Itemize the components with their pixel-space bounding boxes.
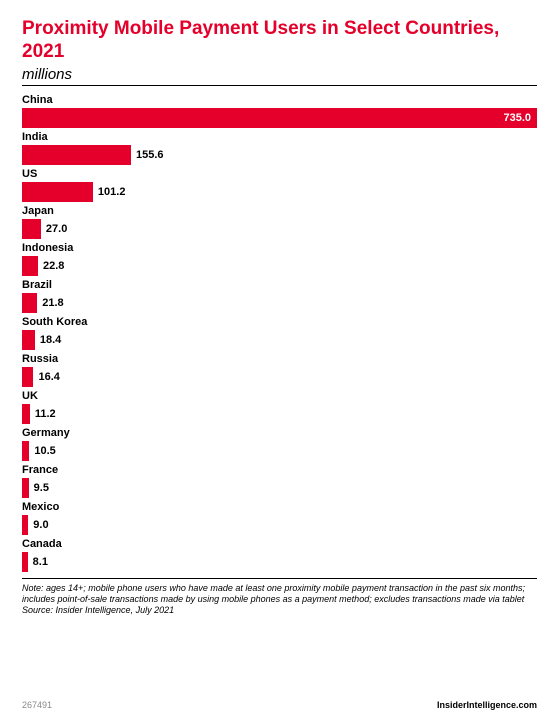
bar-label: Indonesia bbox=[22, 242, 537, 254]
bar: 735.0 bbox=[22, 108, 537, 128]
bar-label: US bbox=[22, 168, 537, 180]
bar bbox=[22, 552, 28, 572]
bar-row: Japan 27.0 bbox=[22, 205, 537, 239]
bar-wrap: 21.8 bbox=[22, 293, 537, 313]
bar-label: France bbox=[22, 464, 537, 476]
bar-row: China 735.0 bbox=[22, 94, 537, 128]
bar-label: Canada bbox=[22, 538, 537, 550]
bar-value: 9.0 bbox=[33, 519, 48, 531]
bar bbox=[22, 367, 33, 387]
bar-value: 18.4 bbox=[40, 334, 61, 346]
bar-value: 735.0 bbox=[22, 108, 537, 128]
bar bbox=[22, 182, 93, 202]
chart-subtitle: millions bbox=[22, 66, 537, 83]
bar-value: 16.4 bbox=[38, 371, 59, 383]
bar-wrap: 9.5 bbox=[22, 478, 537, 498]
bar-row: Canada 8.1 bbox=[22, 538, 537, 572]
bar-row: Mexico 9.0 bbox=[22, 501, 537, 535]
bar-row: Germany 10.5 bbox=[22, 427, 537, 461]
bar bbox=[22, 404, 30, 424]
bar-value: 9.5 bbox=[34, 482, 49, 494]
bar-label: India bbox=[22, 131, 537, 143]
bar-wrap: 16.4 bbox=[22, 367, 537, 387]
bar-row: UK 11.2 bbox=[22, 390, 537, 424]
bottom-row: 267491 InsiderIntelligence.com bbox=[22, 700, 537, 710]
bar-value: 155.6 bbox=[136, 149, 164, 161]
bar-label: Brazil bbox=[22, 279, 537, 291]
bar-label: Japan bbox=[22, 205, 537, 217]
bar-value: 21.8 bbox=[42, 297, 63, 309]
bar-value: 10.5 bbox=[34, 445, 55, 457]
bar-value: 11.2 bbox=[35, 408, 56, 420]
bar-wrap: 735.0 bbox=[22, 108, 537, 128]
bar-label: Mexico bbox=[22, 501, 537, 513]
bar-wrap: 11.2 bbox=[22, 404, 537, 424]
bar bbox=[22, 145, 131, 165]
chart-title: Proximity Mobile Payment Users in Select… bbox=[22, 18, 537, 64]
bar bbox=[22, 256, 38, 276]
bar bbox=[22, 441, 29, 461]
bar-wrap: 8.1 bbox=[22, 552, 537, 572]
bar-row: Indonesia 22.8 bbox=[22, 242, 537, 276]
bar-row: France 9.5 bbox=[22, 464, 537, 498]
footer-divider bbox=[22, 578, 537, 579]
bar-wrap: 18.4 bbox=[22, 330, 537, 350]
bar-wrap: 9.0 bbox=[22, 515, 537, 535]
bar-wrap: 27.0 bbox=[22, 219, 537, 239]
bar-row: US 101.2 bbox=[22, 168, 537, 202]
bar bbox=[22, 515, 28, 535]
bar-value: 8.1 bbox=[33, 556, 48, 568]
bar-wrap: 10.5 bbox=[22, 441, 537, 461]
bar bbox=[22, 293, 37, 313]
bar-wrap: 101.2 bbox=[22, 182, 537, 202]
bar-label: UK bbox=[22, 390, 537, 402]
chart-source: Source: Insider Intelligence, July 2021 bbox=[22, 605, 537, 616]
bar-row: Brazil 21.8 bbox=[22, 279, 537, 313]
bar-value: 22.8 bbox=[43, 260, 64, 272]
bar-row: Russia 16.4 bbox=[22, 353, 537, 387]
bar bbox=[22, 330, 35, 350]
chart-id: 267491 bbox=[22, 700, 52, 710]
bar-value: 101.2 bbox=[98, 186, 126, 198]
chart-note: Note: ages 14+; mobile phone users who h… bbox=[22, 583, 537, 606]
bar-wrap: 155.6 bbox=[22, 145, 537, 165]
bar-row: South Korea 18.4 bbox=[22, 316, 537, 350]
chart-footer: Note: ages 14+; mobile phone users who h… bbox=[22, 578, 537, 617]
title-divider bbox=[22, 85, 537, 86]
bar-value: 27.0 bbox=[46, 223, 67, 235]
bar-wrap: 22.8 bbox=[22, 256, 537, 276]
bar bbox=[22, 219, 41, 239]
bar bbox=[22, 478, 29, 498]
bar-row: India 155.6 bbox=[22, 131, 537, 165]
bar-label: South Korea bbox=[22, 316, 537, 328]
bar-label: Russia bbox=[22, 353, 537, 365]
bar-label: China bbox=[22, 94, 537, 106]
bar-label: Germany bbox=[22, 427, 537, 439]
brand-label: InsiderIntelligence.com bbox=[437, 700, 537, 710]
bars-area: China 735.0 India 155.6 US 101.2 Japan 27.0 Indo… bbox=[22, 94, 537, 572]
chart-container: Proximity Mobile Payment Users in Select… bbox=[0, 0, 559, 720]
